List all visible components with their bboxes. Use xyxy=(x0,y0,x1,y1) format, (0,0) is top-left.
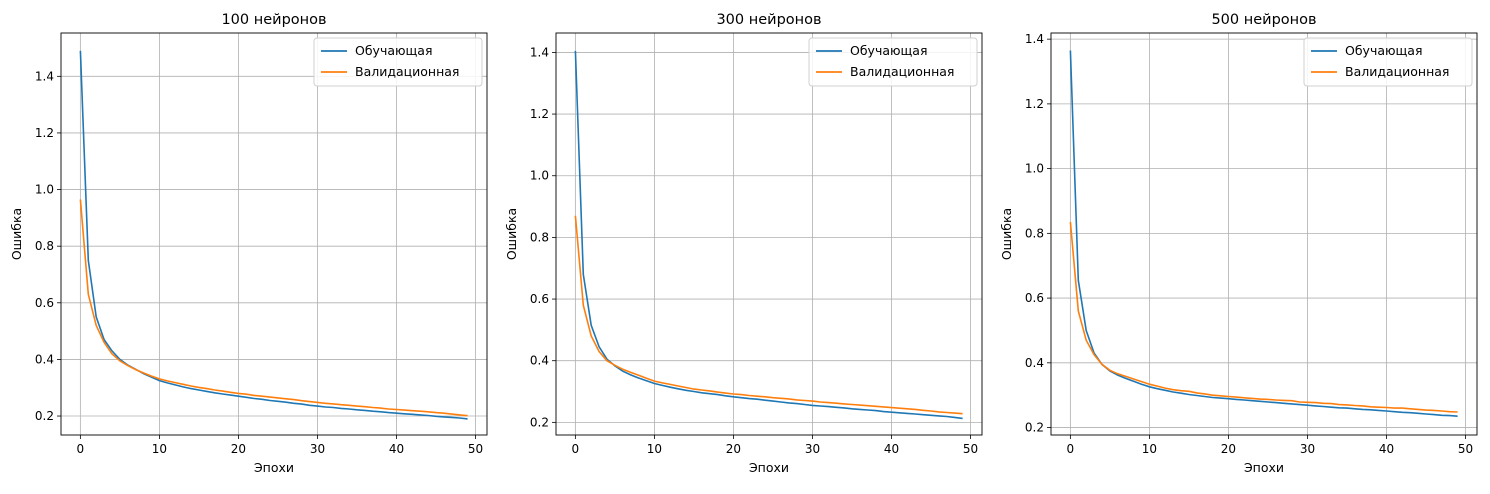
x-tick-label: 40 xyxy=(389,442,404,456)
y-tick-label: 0.8 xyxy=(35,239,54,253)
legend-box xyxy=(313,37,483,87)
legend-label: Обучающая xyxy=(850,43,927,58)
x-tick-label: 20 xyxy=(726,442,741,456)
legend-label: Валидационная xyxy=(1345,64,1449,79)
y-tick-label: 1.4 xyxy=(1025,32,1044,46)
y-tick-label: 0.4 xyxy=(530,354,549,368)
series-line-train xyxy=(79,50,468,420)
x-tick-label: 20 xyxy=(1221,442,1236,456)
x-axis-label: Эпохи xyxy=(749,460,789,475)
y-tick-label: 0.6 xyxy=(35,296,54,310)
y-tick-label: 0.6 xyxy=(530,292,549,306)
y-tick-label: 1.0 xyxy=(1025,162,1044,176)
x-tick-label: 0 xyxy=(1067,442,1075,456)
x-tick-label: 30 xyxy=(1300,442,1315,456)
series-line-train xyxy=(574,50,963,420)
series-line-train xyxy=(1069,50,1458,417)
y-tick-label: 1.4 xyxy=(35,69,54,83)
x-tick-label: 20 xyxy=(231,442,246,456)
x-tick-label: 0 xyxy=(572,442,580,456)
series-line-validation xyxy=(79,199,468,417)
y-tick-label: 1.0 xyxy=(35,183,54,197)
subplot-1: 0 10 20 30 40 50 0.2 0.4 0.6 0.8 1.0 1.2 1.4 100 нейр… xyxy=(9,12,488,475)
x-tick-label: 40 xyxy=(884,442,899,456)
y-tick-label: 0.4 xyxy=(35,352,54,366)
subplot-2: 0 10 20 30 40 50 0.2 0.4 0.6 0.8 1.0 1.2 1.4 300 нейр… xyxy=(504,12,983,475)
legend-box xyxy=(808,37,978,87)
legend: Обучающая Валидационная xyxy=(1303,37,1473,87)
subplot-title: 500 нейронов xyxy=(1211,12,1316,28)
axes-frame xyxy=(60,32,488,436)
y-tick-label: 0.8 xyxy=(1025,226,1044,240)
x-tick-label: 50 xyxy=(1458,442,1473,456)
x-tick-label: 10 xyxy=(647,442,662,456)
legend: Обучающая Валидационная xyxy=(313,37,483,87)
legend-label: Обучающая xyxy=(355,43,432,58)
y-tick-label: 0.2 xyxy=(530,415,549,429)
y-tick-label: 0.4 xyxy=(1025,356,1044,370)
y-tick-label: 0.8 xyxy=(530,230,549,244)
legend-label: Валидационная xyxy=(355,64,459,79)
axes-frame xyxy=(1050,32,1478,436)
x-tick-label: 50 xyxy=(963,442,978,456)
y-tick-label: 1.2 xyxy=(1025,97,1044,111)
x-tick-label: 0 xyxy=(77,442,85,456)
x-tick-label: 10 xyxy=(1142,442,1157,456)
x-axis-label: Эпохи xyxy=(254,460,294,475)
x-axis-label: Эпохи xyxy=(1244,460,1284,475)
x-tick-label: 30 xyxy=(805,442,820,456)
subplot-title: 300 нейронов xyxy=(716,12,821,28)
x-tick-label: 30 xyxy=(310,442,325,456)
series-line-validation xyxy=(1069,221,1458,413)
legend-box xyxy=(1303,37,1473,87)
y-tick-label: 1.2 xyxy=(530,107,549,121)
axes-frame xyxy=(555,32,983,436)
x-tick-label: 40 xyxy=(1379,442,1394,456)
legend-label: Валидационная xyxy=(850,64,954,79)
legend-label: Обучающая xyxy=(1345,43,1422,58)
subplot-title: 100 нейронов xyxy=(221,12,326,28)
y-tick-label: 1.4 xyxy=(530,45,549,59)
y-axis-label: Ошибка xyxy=(9,208,24,260)
x-tick-label: 50 xyxy=(468,442,483,456)
y-tick-label: 0.2 xyxy=(1025,421,1044,435)
y-tick-label: 0.6 xyxy=(1025,291,1044,305)
y-tick-label: 1.2 xyxy=(35,126,54,140)
y-tick-label: 0.2 xyxy=(35,409,54,423)
y-axis-label: Ошибка xyxy=(999,208,1014,260)
y-axis-label: Ошибка xyxy=(504,208,519,260)
subplot-3: 0 10 20 30 40 50 0.2 0.4 0.6 0.8 1.0 1.2 1.4 500 нейр… xyxy=(999,12,1478,475)
x-tick-label: 10 xyxy=(152,442,167,456)
y-tick-label: 1.0 xyxy=(530,169,549,183)
legend: Обучающая Валидационная xyxy=(808,37,978,87)
series-line-validation xyxy=(574,215,963,415)
